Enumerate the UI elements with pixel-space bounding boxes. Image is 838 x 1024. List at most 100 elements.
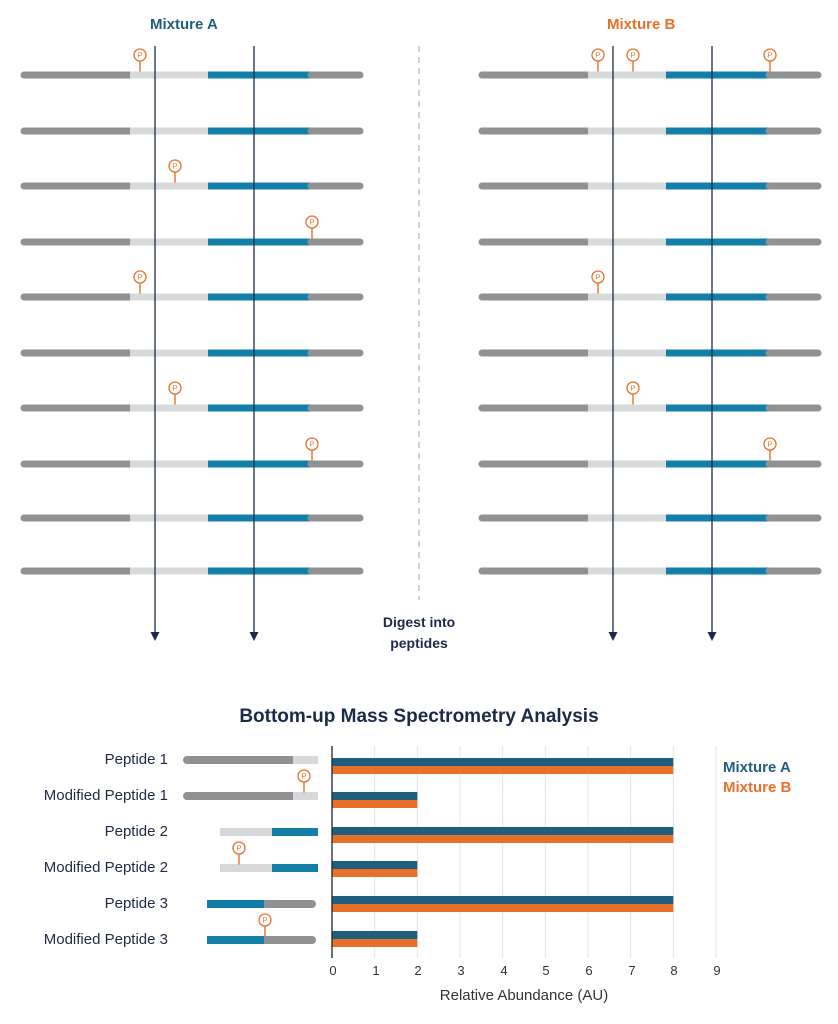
phospho-circle [591, 48, 605, 62]
bar-mixture-a-1 [332, 758, 674, 766]
phospho-letter: P [137, 51, 142, 60]
x-axis-label: Relative Abundance (AU) [439, 987, 609, 1004]
phospho-letter: P [767, 51, 772, 60]
digest-arrow-1 [150, 46, 160, 641]
phospho-circle [133, 270, 147, 284]
phospho-letter: P [630, 384, 635, 393]
modified-peptide-label-1: Modified Peptide 1 [43, 787, 168, 804]
digest-line-2: peptides [390, 635, 448, 651]
phospho-letter: P [767, 440, 772, 449]
bar-mixture-b-5 [332, 904, 674, 912]
mixture-a-protein-8: P [20, 437, 364, 468]
phospho-tag: P [591, 270, 605, 294]
chart-gridlines [374, 746, 717, 958]
phospho-circle [133, 48, 147, 62]
phospho-tag: P [763, 48, 777, 72]
peptide-icon-4: P [220, 841, 318, 872]
peptide-icon-2: P [183, 769, 318, 800]
mixture-b-protein-7: P [478, 381, 822, 412]
phospho-letter: P [301, 772, 306, 781]
phospho-tag: P [297, 769, 311, 793]
phospho-tag: P [133, 270, 147, 294]
peptide-icon-1 [183, 756, 318, 764]
mixture-a-protein-4: P [20, 215, 364, 246]
phospho-letter: P [630, 51, 635, 60]
phospho-tag: P [626, 48, 640, 72]
modified-peptide-label-2: Modified Peptide 2 [43, 859, 168, 876]
peptide-segment-2-cap [308, 900, 316, 908]
digest-arrow-2 [249, 46, 259, 641]
x-tick-7: 7 [628, 963, 636, 978]
legend-mixture-b: Mixture B [723, 779, 792, 796]
x-tick-5: 5 [542, 963, 550, 978]
phospho-circle [168, 381, 182, 395]
arrow-head [150, 632, 160, 641]
modified-peptide-label-3: Modified Peptide 3 [43, 931, 168, 948]
bar-mixture-a-3 [332, 827, 674, 835]
peptide-label-2: Peptide 2 [104, 823, 168, 840]
x-tick-1: 1 [372, 963, 380, 978]
analysis-title: Bottom-up Mass Spectrometry Analysis [239, 706, 599, 727]
phospho-letter: P [172, 384, 177, 393]
phospho-letter: P [236, 844, 241, 853]
x-tick-6: 6 [585, 963, 593, 978]
bar-mixture-b-3 [332, 835, 674, 843]
mixture-b-protein-5: P [478, 270, 822, 301]
peptide-label-3: Peptide 3 [104, 895, 168, 912]
bar-mixture-a-2 [332, 792, 418, 800]
peptide-diagrams: P P P [183, 756, 318, 944]
phospho-circle [232, 841, 246, 855]
arrow-head [707, 632, 717, 641]
phospho-tag: P [763, 437, 777, 461]
bar-mixture-a-5 [332, 896, 674, 904]
phospho-circle [168, 159, 182, 173]
phospho-circle [258, 913, 272, 927]
phospho-circle [763, 437, 777, 451]
mixture-a-protein-7: P [20, 381, 364, 412]
digest-arrows [150, 46, 717, 641]
digest-arrow-3 [608, 46, 618, 641]
peptide-segment-1-cap [183, 792, 191, 800]
phospho-letter: P [172, 162, 177, 171]
bar-mixture-b-1 [332, 766, 674, 774]
phospho-letter: P [595, 273, 600, 282]
phospho-tag: P [133, 48, 147, 72]
phospho-tag: P [258, 913, 272, 937]
x-tick-2: 2 [414, 963, 422, 978]
bar-mixture-b-4 [332, 869, 418, 877]
legend-mixture-a: Mixture A [723, 759, 791, 776]
peptide-label-1: Peptide 1 [104, 751, 168, 768]
mixture-b-protein-8: P [478, 437, 822, 468]
peptide-icon-5 [207, 900, 316, 908]
peptide-icon-6: P [207, 913, 316, 944]
mixture-a-title: Mixture A [150, 16, 218, 33]
phospho-tag: P [168, 381, 182, 405]
phospho-letter: P [595, 51, 600, 60]
phospho-tag: P [168, 159, 182, 183]
phospho-tag: P [591, 48, 605, 72]
bar-mixture-a-6 [332, 931, 418, 939]
bar-mixture-b-2 [332, 800, 418, 808]
digest-line-1: Digest into [382, 614, 456, 630]
phospho-circle [297, 769, 311, 783]
digest-arrow-4 [707, 46, 717, 641]
phospho-tag: P [305, 215, 319, 239]
phospho-tag: P [232, 841, 246, 865]
phospho-circle [763, 48, 777, 62]
phospho-letter: P [309, 440, 314, 449]
x-tick-3: 3 [457, 963, 465, 978]
phospho-letter: P [137, 273, 142, 282]
protein-strands: P P P P P P P P P P P P [20, 48, 822, 575]
phospho-circle [626, 48, 640, 62]
x-tick-8: 8 [670, 963, 678, 978]
bar-mixture-b-6 [332, 939, 418, 947]
mixture-a-protein-3: P [20, 159, 364, 190]
phospho-tag: P [305, 437, 319, 461]
phospho-circle [305, 437, 319, 451]
mixture-a-protein-5: P [20, 270, 364, 301]
x-tick-4: 4 [500, 963, 508, 978]
x-tick-9: 9 [713, 963, 721, 978]
mixture-a-protein-1: P [20, 48, 364, 79]
phospho-tag: P [626, 381, 640, 405]
phospho-circle [305, 215, 319, 229]
